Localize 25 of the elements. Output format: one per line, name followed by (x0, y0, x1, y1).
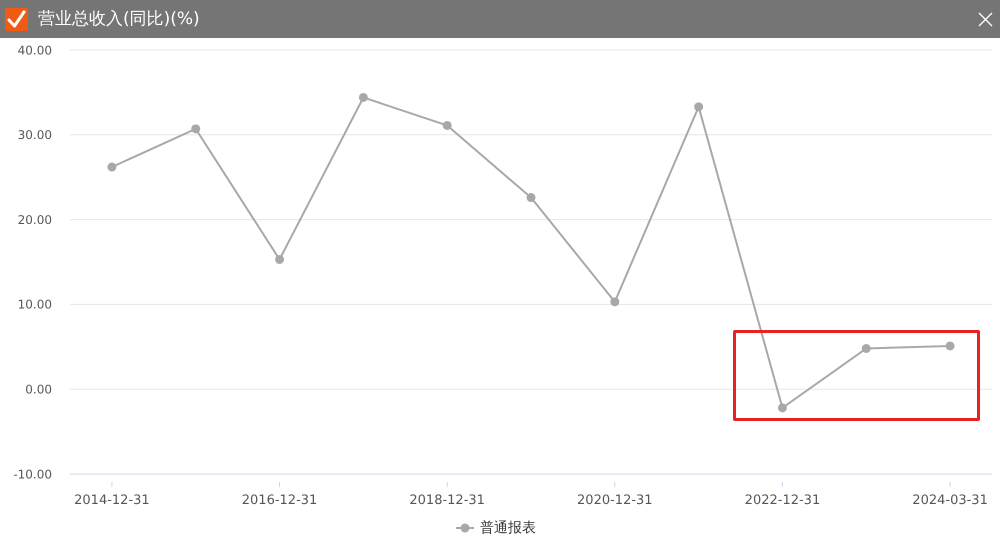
x-tick-label: 2018-12-31 (409, 493, 485, 508)
x-tick-label: 2016-12-31 (242, 493, 318, 508)
point (107, 162, 116, 172)
point (191, 124, 200, 134)
point (275, 254, 284, 264)
x-tick-label: 2022-12-31 (744, 493, 820, 508)
y-tick-label: 40.00 (18, 43, 52, 58)
y-tick-label: -10.00 (13, 467, 52, 482)
point (946, 341, 955, 350)
point (526, 193, 536, 202)
x-tick-label: 2024-03-31 (912, 493, 988, 508)
chart-title: 营业总收入(同比)(%) (38, 8, 200, 30)
legend-label: 普通报表 (480, 519, 536, 537)
y-tick-label: 30.00 (18, 128, 52, 142)
point (610, 297, 620, 306)
x-tick-label: 2020-12-31 (577, 493, 653, 508)
y-tick-label: 0.00 (25, 382, 52, 396)
y-tick-label: 10.00 (18, 298, 52, 312)
point (778, 403, 787, 412)
point (862, 344, 871, 353)
point (694, 102, 704, 112)
point (358, 92, 368, 102)
y-tick-label: 20.00 (18, 212, 52, 227)
x-tick-label: 2014-12-31 (74, 493, 150, 508)
point (442, 120, 452, 130)
